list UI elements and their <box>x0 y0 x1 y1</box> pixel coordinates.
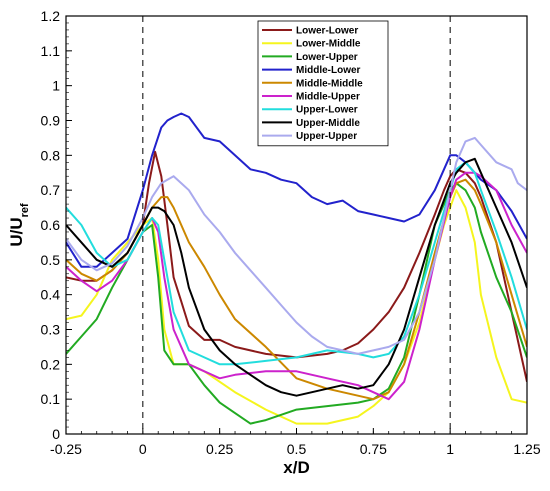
y-axis-title: U/Uref <box>7 203 31 247</box>
x-axis-ticks: -0.25 0 0.25 0.5 0.75 1 1.25 <box>50 428 541 457</box>
y-tick-label: 0.9 <box>41 113 61 129</box>
series-line-3 <box>66 182 527 425</box>
reference-lines <box>142 16 451 434</box>
y-tick-label: 0.1 <box>41 391 61 407</box>
y-axis-title-subscript: ref <box>19 203 31 217</box>
x-tick-label: 0.25 <box>206 441 233 457</box>
legend-label: Lower-Middle <box>296 39 361 50</box>
series-line-8 <box>66 157 527 397</box>
y-tick-label: 1.2 <box>41 8 61 24</box>
legend-label: Middle-Lower <box>296 65 361 76</box>
y-axis-title-main: U/U <box>7 217 26 246</box>
series-layer <box>66 112 527 425</box>
y-tick-label: 0.5 <box>41 252 61 268</box>
x-tick-label: 0.75 <box>360 441 387 457</box>
legend-label: Upper-Lower <box>296 105 358 116</box>
y-tick-label: 0.3 <box>41 322 61 338</box>
x-tick-label: 1 <box>446 441 454 457</box>
x-tick-label: 0.5 <box>287 441 307 457</box>
legend-label: Upper-Middle <box>296 118 360 129</box>
x-axis-title: x/D <box>283 458 309 477</box>
y-tick-label: 1.1 <box>41 43 61 59</box>
y-tick-label: 0 <box>52 426 60 442</box>
legend-label: Lower-Lower <box>296 26 358 37</box>
series-line-2 <box>66 189 527 425</box>
y-tick-label: 1 <box>52 78 60 94</box>
series-line-1 <box>66 150 527 383</box>
y-tick-label: 0.7 <box>41 182 61 198</box>
legend-label: Middle-Upper <box>296 92 360 103</box>
y-tick-label: 0.2 <box>41 356 61 372</box>
series-line-6 <box>66 171 527 401</box>
legend-label: Upper-Upper <box>296 131 357 142</box>
series-line-9 <box>66 136 527 355</box>
y-tick-label: 0.8 <box>41 147 61 163</box>
y-axis-ticks: 0 0.1 0.2 0.3 0.4 0.5 0.6 0.7 0.8 0.9 1 1.1 1.2 <box>41 8 72 442</box>
legend-label: Middle-Middle <box>296 78 363 89</box>
legend: Lower-Lower Lower-Middle Lower-Upper Middle… <box>257 20 389 147</box>
x-tick-label: 0 <box>139 441 147 457</box>
x-tick-label: 1.25 <box>513 441 540 457</box>
y-tick-label: 0.6 <box>41 217 61 233</box>
x-tick-label: -0.25 <box>50 441 82 457</box>
y-tick-label: 0.4 <box>41 287 61 303</box>
legend-label: Lower-Upper <box>296 52 358 63</box>
series-line-4 <box>66 112 527 268</box>
